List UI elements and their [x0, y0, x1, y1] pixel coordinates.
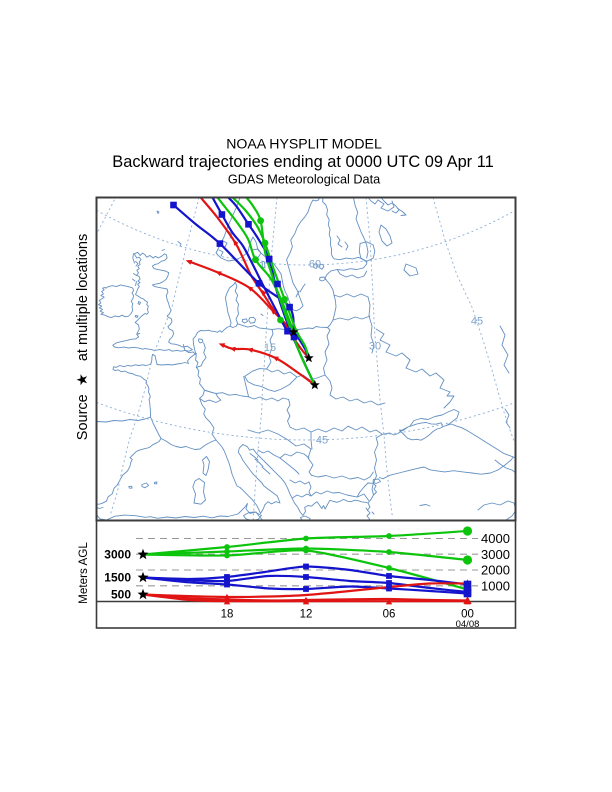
svg-text:45: 45: [316, 435, 328, 447]
svg-text:00: 00: [461, 609, 474, 621]
svg-text:04/08: 04/08: [456, 619, 480, 630]
svg-text:Source ★ at multiple locati: Source ★ at multiple locations: [75, 234, 91, 440]
svg-text:18: 18: [221, 609, 234, 621]
svg-text:30: 30: [369, 341, 381, 353]
svg-text:45: 45: [471, 316, 483, 328]
svg-text:Backward trajectories ending a: Backward trajectories ending at 0000 UTC…: [112, 153, 493, 171]
svg-text:3000: 3000: [104, 548, 131, 562]
svg-text:15: 15: [264, 342, 276, 354]
svg-text:1000: 1000: [481, 579, 510, 594]
svg-text:GDAS Meteorological Data: GDAS Meteorological Data: [228, 173, 381, 187]
svg-text:3000: 3000: [481, 547, 510, 562]
svg-text:60: 60: [309, 259, 321, 271]
svg-text:12: 12: [300, 609, 313, 621]
svg-text:4000: 4000: [481, 531, 510, 546]
svg-text:Meters AGL: Meters AGL: [77, 542, 90, 604]
svg-text:NOAA HYSPLIT MODEL: NOAA HYSPLIT MODEL: [226, 136, 382, 152]
svg-text:2000: 2000: [481, 563, 510, 578]
svg-text:1500: 1500: [104, 571, 131, 585]
svg-text:06: 06: [383, 609, 396, 621]
svg-text:500: 500: [111, 588, 131, 602]
